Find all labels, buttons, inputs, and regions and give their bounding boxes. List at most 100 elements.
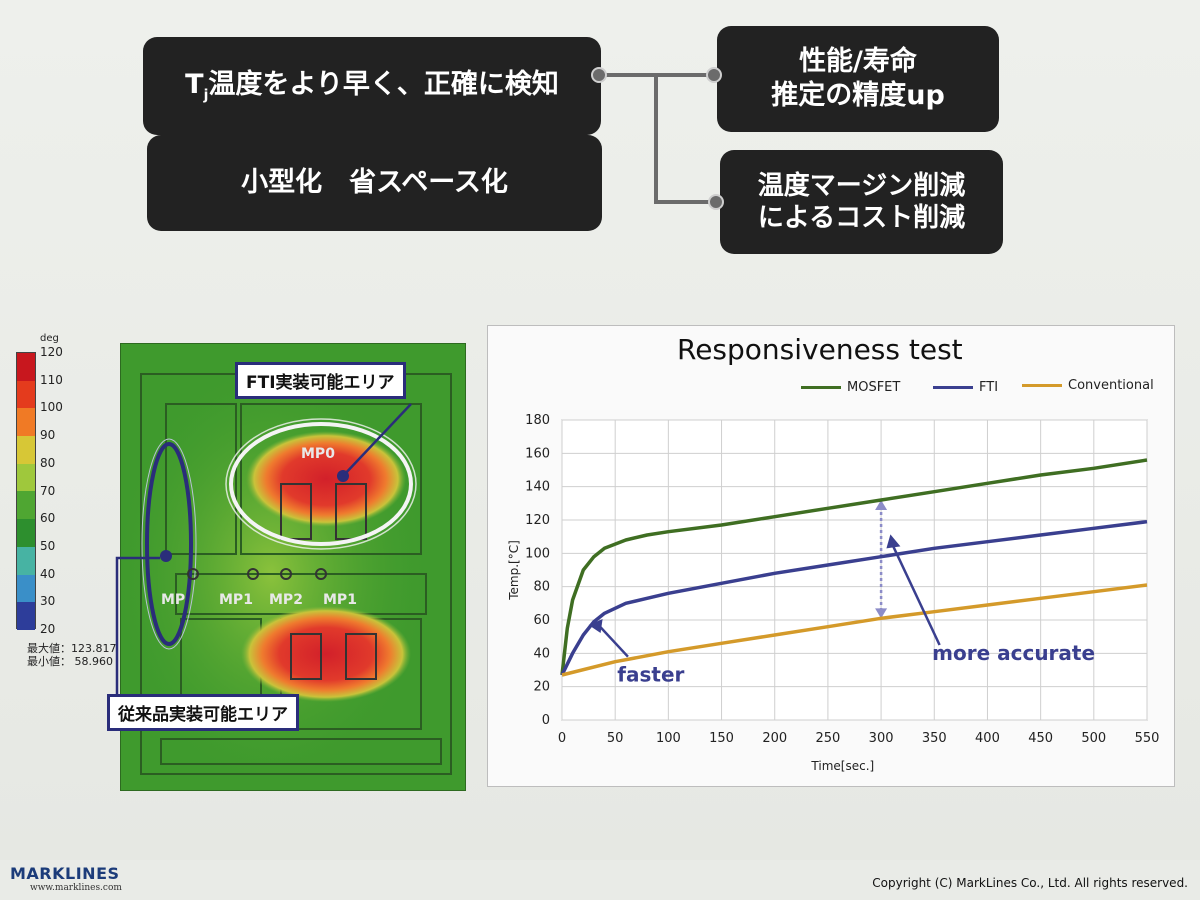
colorbar-segment xyxy=(17,519,35,547)
mp-left-label: MP xyxy=(161,592,186,608)
y-tick-label: 160 xyxy=(525,446,550,461)
tj-text: 温度をより早く、正確に検知 xyxy=(208,68,559,100)
legend-conventional-swatch xyxy=(1022,384,1062,387)
legend-conventional: Conventional xyxy=(1022,378,1154,393)
legend-fti-swatch xyxy=(933,386,973,389)
marklines-logo: MARKLINES xyxy=(10,864,120,883)
colorbar-segment xyxy=(17,353,35,381)
responsiveness-chart: 0 50 100 150 200 250 300 350 400 450 500 550 0 20 40 60… xyxy=(507,413,1159,773)
faster-arrow-head xyxy=(588,619,603,633)
colorbar-segment xyxy=(17,602,35,630)
connector-dot-top-right xyxy=(706,67,722,83)
conventional-area-callout: 従来品実装可能エリア xyxy=(107,694,299,731)
colorbar-tick-label: 40 xyxy=(40,566,56,581)
pill-margin-line2: によるコスト削減 xyxy=(757,203,966,233)
legend-fti-label: FTI xyxy=(979,380,999,395)
x-tick-label: 200 xyxy=(762,731,787,746)
pill-margin-line1: 温度マージン削減 xyxy=(757,170,966,201)
colorbar-segment xyxy=(17,491,35,520)
tj-subscript: j xyxy=(203,86,209,103)
conventional-ring-outer xyxy=(141,438,197,650)
x-tick-label: 50 xyxy=(607,731,624,746)
x-tick-label: 0 xyxy=(558,731,566,746)
pill-performance-line1: 性能/寿命 xyxy=(799,46,917,78)
fti-ring xyxy=(229,422,413,546)
series-line-mosfet xyxy=(560,458,1148,676)
colorbar-tick-label: 100 xyxy=(40,400,63,415)
colorbar-segment xyxy=(17,408,35,437)
colorbar-segment xyxy=(17,574,35,603)
marklines-url: www.marklines.com xyxy=(30,883,122,893)
pill-compact: 小型化 省スペース化 xyxy=(147,135,602,231)
mp1a-label: MP1 xyxy=(219,592,253,608)
mp2-label: MP2 xyxy=(269,592,303,608)
pill-performance-line2: 推定の精度up xyxy=(771,80,945,111)
x-tick-label: 500 xyxy=(1081,731,1106,746)
x-tick-label: 100 xyxy=(656,731,681,746)
connector-dot-left xyxy=(591,67,607,83)
y-tick-label: 20 xyxy=(533,680,550,695)
connector-dot-bottom-right xyxy=(708,194,724,210)
colorbar-segment xyxy=(17,436,35,464)
max-value: 最大値：123.817 xyxy=(27,642,117,655)
x-tick-label: 450 xyxy=(1028,731,1053,746)
x-tick-label: 300 xyxy=(869,731,894,746)
thermal-map-svg xyxy=(121,359,452,789)
y-tick-label: 60 xyxy=(533,613,550,628)
legend-mosfet-label: MOSFET xyxy=(847,380,901,395)
y-tick-label: 100 xyxy=(525,546,550,561)
pill-margin-cost: 温度マージン削減 によるコスト削減 xyxy=(720,150,1003,254)
x-tick-label: 400 xyxy=(975,731,1000,746)
x-axis-label: Time[sec.] xyxy=(810,759,874,773)
pill-performance: 性能/寿命 推定の精度up xyxy=(717,26,999,132)
min-value: 最小値： 58.960 xyxy=(27,655,113,668)
colorbar-tick-label: 80 xyxy=(40,455,56,470)
y-axis-label: Temp.[°C] xyxy=(507,540,521,601)
connector-lower xyxy=(654,200,716,204)
colorbar-tick-label: 90 xyxy=(40,428,56,443)
gap-marker-arrow-top xyxy=(875,500,888,510)
conventional-ring xyxy=(145,442,193,646)
pill-tj-detection: Tj温度をより早く、正確に検知 xyxy=(143,37,601,135)
annotation-faster: faster xyxy=(617,663,684,687)
colorbar-tick-label: 120 xyxy=(40,345,63,359)
pill-compact-text: 小型化 省スペース化 xyxy=(241,167,508,199)
series-line-conventional xyxy=(561,583,1148,677)
conventional-callout-line xyxy=(115,556,160,695)
fti-ring-outer xyxy=(225,418,417,550)
x-tick-label: 150 xyxy=(709,731,734,746)
colorbar-segment xyxy=(17,463,35,492)
connector-vertical xyxy=(654,73,658,204)
colorbar-tick-label: 60 xyxy=(40,511,56,526)
legend-unit: deg xyxy=(40,333,59,344)
plot-area xyxy=(561,419,1148,721)
thermal-colorbar xyxy=(16,352,36,630)
y-tick-label: 120 xyxy=(525,513,550,528)
y-tick-label: 0 xyxy=(542,713,550,728)
colorbar-segment xyxy=(17,546,35,575)
y-tick-label: 140 xyxy=(525,480,550,495)
conventional-marker xyxy=(160,550,172,562)
legend-mosfet-swatch xyxy=(801,386,841,389)
x-tick-label: 250 xyxy=(815,731,840,746)
annotation-more-accurate: more accurate xyxy=(932,641,1095,665)
accurate-arrow-line xyxy=(889,539,941,646)
fti-area-callout: FTI実装可能エリア xyxy=(235,362,406,399)
colorbar-tick-label: 20 xyxy=(40,622,56,636)
colorbar-segment xyxy=(17,380,35,409)
legend-fti: FTI xyxy=(933,380,998,395)
accurate-arrow-head xyxy=(886,534,901,549)
y-tick-label: 80 xyxy=(533,580,550,595)
legend-mosfet: MOSFET xyxy=(801,380,900,395)
hotspot-mp1 xyxy=(241,606,411,702)
y-tick-label: 180 xyxy=(525,413,550,428)
mp0-label: MP0 xyxy=(301,446,335,462)
chart-title: Responsiveness test xyxy=(677,333,963,366)
gap-marker-arrow-bottom xyxy=(875,608,888,619)
colorbar-tick-label: 110 xyxy=(40,372,63,387)
mp1b-label: MP1 xyxy=(323,592,357,608)
faster-arrow-line xyxy=(595,622,629,658)
colorbar-tick-label: 30 xyxy=(40,594,56,609)
copyright: Copyright (C) MarkLines Co., Ltd. All ri… xyxy=(872,876,1188,890)
sensor-dots xyxy=(187,568,327,580)
